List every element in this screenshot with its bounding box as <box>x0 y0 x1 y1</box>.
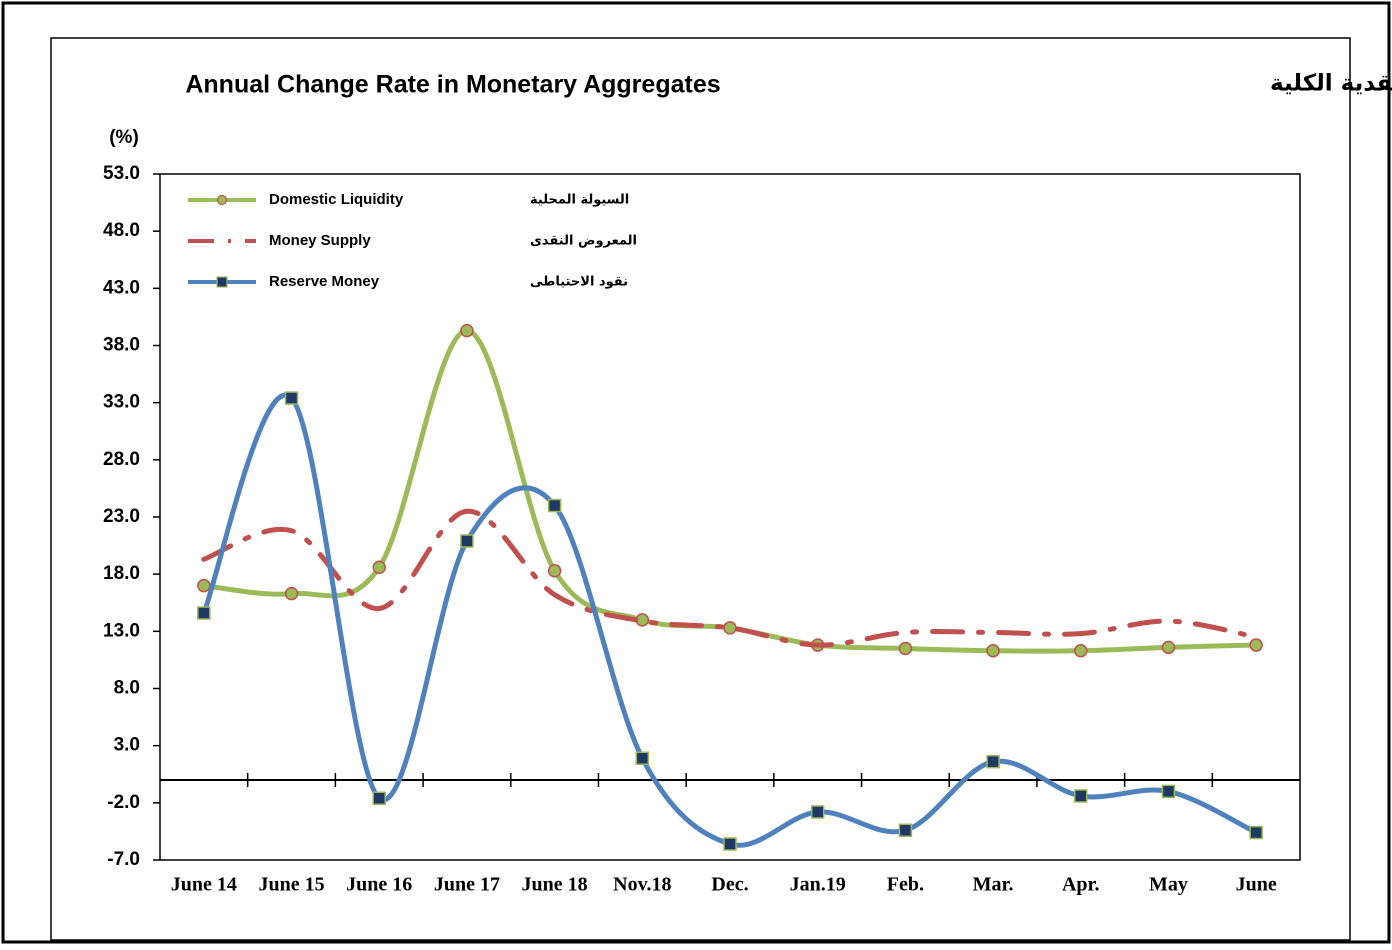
marker <box>197 606 211 620</box>
y-tick-label: -7.0 <box>107 849 140 870</box>
x-tick-label: June 14 <box>171 874 237 896</box>
marker <box>898 823 913 838</box>
y-tick-label: 33.0 <box>103 392 140 413</box>
x-tick-label: Mar. <box>973 874 1014 896</box>
series-line <box>201 508 1259 648</box>
y-tick-label: 23.0 <box>103 506 140 527</box>
marker <box>986 754 1000 769</box>
x-tick-label: June 18 <box>522 874 588 896</box>
y-tick-label: 43.0 <box>103 277 140 298</box>
marker <box>547 563 562 578</box>
y-tick-label: 38.0 <box>103 335 140 356</box>
chart-title: Annual Change Rate in Monetary Aggregate… <box>185 71 720 99</box>
marker <box>547 498 562 513</box>
marker <box>723 621 737 635</box>
y-tick-label: 3.0 <box>114 735 140 756</box>
series-line <box>201 328 1259 654</box>
y-axis-label: (%) <box>109 127 139 148</box>
marker <box>635 751 650 765</box>
x-tick-label: June 16 <box>346 874 412 896</box>
legend-marker <box>216 194 228 206</box>
marker <box>460 534 474 548</box>
y-tick-label: 48.0 <box>103 220 140 241</box>
chart-title-ar: معدل التغير السنوي في المتغيرات النقدية … <box>1270 71 1392 97</box>
series-line <box>201 392 1259 848</box>
legend-label: Money Supply <box>269 232 371 249</box>
x-tick-label: Nov.18 <box>613 874 671 896</box>
marker <box>1161 640 1176 655</box>
y-tick-label: 28.0 <box>103 449 140 470</box>
x-tick-label: June <box>1236 874 1277 896</box>
marker <box>372 560 386 575</box>
x-tick-label: Jan.19 <box>790 874 846 896</box>
y-tick-label: 8.0 <box>114 678 140 699</box>
marker <box>372 791 386 806</box>
marker <box>460 323 474 338</box>
legend-marker <box>216 276 228 288</box>
legend-label: Domestic Liquidity <box>269 191 404 208</box>
marker <box>284 391 299 405</box>
marker <box>986 644 1000 658</box>
marker <box>1074 644 1088 658</box>
legend-label-ar: المعروض النقدى <box>530 234 637 249</box>
marker <box>1074 789 1088 803</box>
x-tick-label: Dec. <box>711 874 748 896</box>
y-tick-label: 18.0 <box>103 563 140 584</box>
y-tick-label: 13.0 <box>103 620 140 641</box>
marker <box>284 586 299 601</box>
x-tick-label: May <box>1149 874 1188 896</box>
marker <box>898 641 913 656</box>
y-tick-label: 53.0 <box>103 163 140 184</box>
legend-label: Reserve Money <box>269 273 380 290</box>
marker <box>1249 825 1263 840</box>
marker <box>1161 784 1176 799</box>
marker <box>723 837 737 851</box>
x-tick-label: Feb. <box>887 874 924 896</box>
x-tick-label: June 17 <box>434 874 500 896</box>
marker <box>810 805 825 819</box>
legend-label-ar: نقود الاحتياطى <box>530 275 628 290</box>
x-tick-label: Apr. <box>1062 874 1100 896</box>
legend-label-ar: السيولة المحلية <box>530 193 629 208</box>
marker <box>197 578 211 593</box>
y-tick-label: -2.0 <box>107 792 140 813</box>
x-tick-label: June 15 <box>258 874 324 896</box>
marker <box>1249 638 1263 652</box>
